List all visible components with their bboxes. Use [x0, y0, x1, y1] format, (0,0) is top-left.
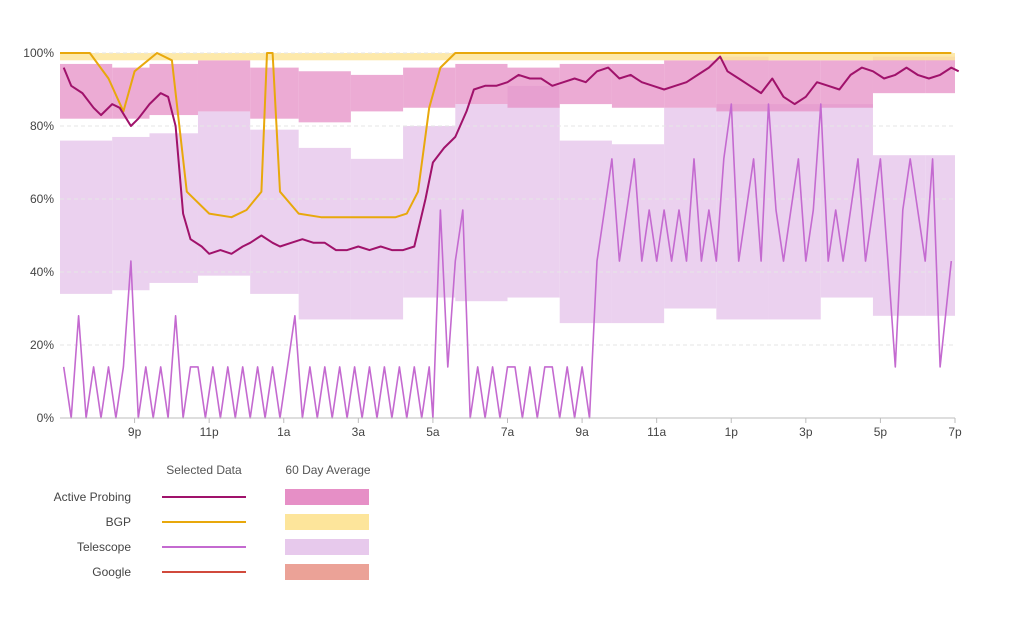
legend-swatch-google[interactable]	[285, 564, 369, 580]
telescope-average-band	[925, 155, 955, 316]
telescope-average-band	[298, 147, 351, 320]
x-tick-label: 11p	[200, 425, 219, 439]
y-tick-label: 20%	[30, 338, 54, 352]
active-probing-average-band	[611, 63, 665, 108]
telescope-average-band	[250, 129, 299, 294]
legend-swatch-active-probing[interactable]	[285, 489, 369, 505]
legend-swatch-telescope[interactable]	[285, 539, 369, 555]
telescope-average-band	[716, 104, 769, 320]
telescope-average-band	[820, 104, 873, 298]
bgp-series-line	[60, 52, 952, 219]
x-tick-label: 3a	[352, 425, 366, 439]
y-tick-label: 80%	[30, 119, 54, 133]
x-tick-label: 1a	[277, 425, 291, 439]
axes: 0% 20% 40% 60% 80% 100% 9p 11p 1a 3a 5a 7a 9a 11a 1p 3p…	[23, 46, 962, 439]
legend-swatch-bgp[interactable]	[285, 514, 369, 530]
legend-header-average: 60 Day Average	[285, 463, 370, 477]
telescope-average-band	[403, 126, 456, 298]
series-lines	[60, 52, 960, 419]
active-probing-average-band	[112, 67, 150, 119]
average-bands	[60, 53, 955, 324]
y-tick-label: 0%	[37, 411, 55, 425]
telescope-average-band	[350, 158, 404, 320]
active-probing-average-band	[559, 63, 612, 105]
telescope-average-band	[768, 104, 821, 320]
telescope-average-band	[455, 104, 508, 302]
telescope-average-band	[60, 140, 113, 294]
active-probing-average-band	[403, 67, 456, 108]
x-tick-label: 7a	[501, 425, 515, 439]
x-tick-label: 11a	[647, 425, 666, 439]
x-tick-label: 7p	[948, 425, 962, 439]
legend: Selected Data 60 Day Average Active Prob…	[54, 463, 371, 580]
x-tick-label: 5a	[426, 425, 440, 439]
active-probing-average-band	[298, 71, 351, 123]
legend-label-active-probing[interactable]: Active Probing	[54, 490, 131, 504]
x-tick-label: 3p	[799, 425, 813, 439]
active-probing-average-band	[350, 74, 404, 112]
y-tick-label: 60%	[30, 192, 54, 206]
telescope-average-band	[507, 85, 560, 298]
active-probing-series-line	[62, 55, 960, 255]
y-tick-label: 100%	[23, 46, 54, 60]
active-probing-average-band	[507, 67, 560, 108]
y-tick-label: 40%	[30, 265, 54, 279]
telescope-average-band	[611, 144, 665, 324]
telescope-average-band	[559, 140, 612, 324]
legend-header-selected: Selected Data	[166, 463, 242, 477]
x-tick-label: 9a	[575, 425, 589, 439]
bgp-average-band	[60, 53, 955, 61]
legend-label-bgp[interactable]: BGP	[106, 515, 131, 529]
x-tick-label: 1p	[725, 425, 739, 439]
telescope-average-band	[149, 133, 198, 283]
active-probing-average-band	[197, 60, 251, 112]
active-probing-average-band	[820, 60, 873, 108]
telescope-series-line	[62, 103, 953, 419]
legend-label-telescope[interactable]: Telescope	[77, 540, 131, 554]
x-tick-label: 9p	[128, 425, 142, 439]
legend-label-google[interactable]: Google	[92, 565, 131, 579]
x-tick-label: 5p	[874, 425, 888, 439]
